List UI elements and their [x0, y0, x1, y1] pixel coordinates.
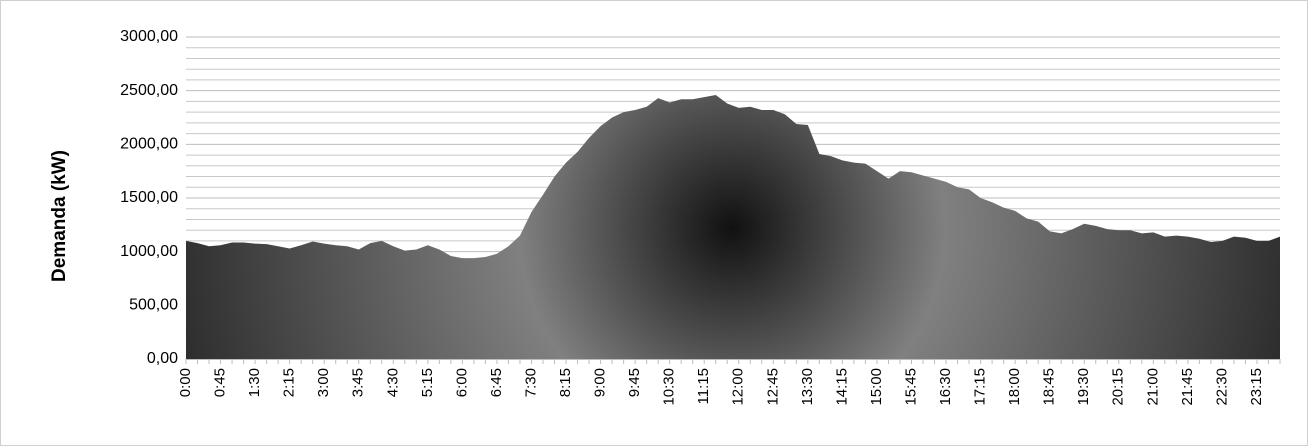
x-tick-label: 8:15	[557, 368, 574, 397]
x-tick-label: 2:15	[281, 368, 298, 397]
x-tick-label: 7:30	[522, 368, 539, 397]
x-tick-label: 11:15	[695, 368, 712, 404]
x-tick-label: 23:15	[1248, 368, 1265, 406]
x-tick-label: 19:30	[1075, 368, 1092, 406]
y-tick-label: 1000,00	[120, 243, 178, 260]
x-tick-label: 20:15	[1110, 368, 1127, 406]
x-tick-label: 17:15	[972, 368, 989, 406]
x-tick-label: 16:30	[937, 368, 954, 406]
x-tick-label: 12:45	[764, 368, 781, 406]
x-tick-label: 10:30	[661, 368, 678, 406]
x-tick-label: 21:45	[1179, 368, 1196, 406]
x-tick-label: 12:00	[730, 368, 747, 406]
x-tick-label: 15:00	[868, 368, 885, 406]
x-tick-label: 3:45	[350, 368, 367, 397]
x-tick-label: 18:45	[1041, 368, 1058, 406]
x-tick-label: 6:00	[453, 368, 470, 397]
x-tick-label: 9:00	[592, 368, 609, 397]
y-tick-label: 0,00	[147, 350, 178, 367]
x-tick-label: 22:30	[1213, 368, 1230, 406]
area	[186, 94, 1280, 360]
y-tick-label: 500,00	[129, 297, 178, 314]
y-tick-label: 3000,00	[120, 28, 178, 45]
x-tick-label: 0:45	[212, 368, 229, 397]
x-tick-label: 4:30	[384, 368, 401, 397]
x-tick-label: 1:30	[246, 368, 263, 397]
x-tick-label: 13:30	[799, 368, 816, 406]
y-axis-title: Demanda (kW)	[49, 150, 70, 282]
x-tick-label: 15:45	[902, 368, 919, 406]
x-tick-label: 14:15	[833, 368, 850, 406]
y-tick-label: 1500,00	[120, 189, 178, 206]
x-tick-label: 0:00	[177, 368, 194, 397]
y-tick-label: 2000,00	[120, 136, 178, 153]
x-tick-label: 6:45	[488, 368, 505, 397]
y-tick-label: 2500,00	[120, 82, 178, 99]
x-tick-label: 9:45	[626, 368, 643, 397]
x-tick-label: 18:00	[1006, 368, 1023, 406]
x-tick-label: 5:15	[419, 368, 436, 397]
x-tick-label: 3:00	[315, 368, 332, 397]
x-tick-label: 21:00	[1144, 368, 1161, 406]
